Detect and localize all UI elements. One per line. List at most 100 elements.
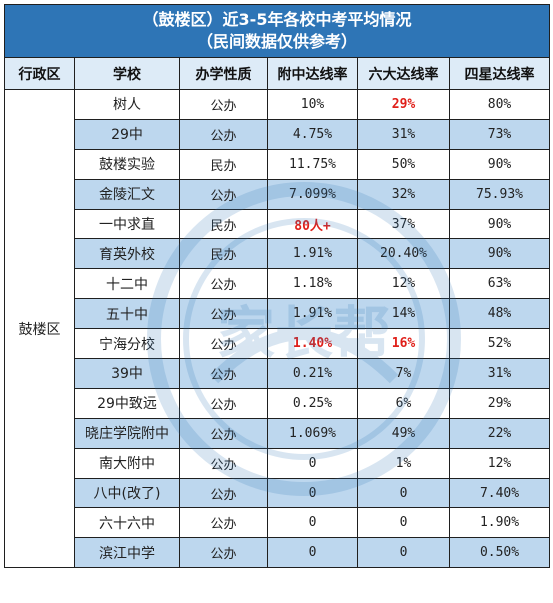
sixing-rate-cell: 52% (448, 328, 551, 360)
fuzhong-rate-cell: 1.91% (267, 298, 358, 330)
header-region: 行政区 (4, 57, 75, 90)
fuzhong-rate-cell: 0 (267, 537, 358, 569)
school-type-cell: 公办 (179, 358, 268, 389)
school-name-cell: 宁海分校 (74, 328, 180, 360)
school-name-cell: 29中 (74, 118, 180, 150)
fuzhong-rate-cell: 7.099% (267, 178, 358, 210)
region-cell: 鼓楼区 (4, 88, 75, 569)
liuda-rate-cell: 1% (357, 447, 450, 479)
sixing-rate-cell: 63% (448, 268, 551, 300)
school-name-cell: 树人 (74, 89, 180, 120)
sixing-rate-cell: 7.40% (448, 477, 551, 509)
fuzhong-rate-cell: 0 (267, 507, 358, 539)
header-school: 学校 (74, 57, 180, 90)
school-type-cell: 公办 (179, 118, 268, 150)
liuda-rate-cell: 49% (357, 417, 450, 449)
title-line-2: （民间数据仅供参考） (197, 32, 358, 51)
liuda-rate-cell: 0 (357, 477, 450, 509)
header-liuda-rate: 六大达线率 (357, 57, 450, 90)
school-type-cell: 公办 (179, 507, 268, 539)
liuda-rate-cell: 31% (357, 118, 450, 150)
school-type-cell: 民办 (179, 238, 268, 270)
school-name-cell: 一中求直 (74, 208, 180, 240)
school-name-cell: 29中致远 (74, 387, 180, 419)
school-type-cell: 公办 (179, 268, 268, 300)
table-row: 滨江中学 公办 0 0 0.50% (5, 537, 551, 569)
school-type-cell: 民办 (179, 148, 268, 180)
fuzhong-rate-cell: 10% (267, 89, 358, 120)
fuzhong-rate-cell: 0.25% (267, 387, 358, 419)
liuda-rate-cell: 12% (357, 268, 450, 300)
table-row: 29中致远 公办 0.25% 6% 29% (5, 387, 551, 419)
sixing-rate-cell: 0.50% (448, 537, 551, 569)
school-type-cell: 公办 (179, 537, 268, 569)
school-type-cell: 公办 (179, 417, 268, 449)
school-name-cell: 六十六中 (74, 507, 180, 539)
sixing-rate-cell: 90% (448, 148, 551, 180)
school-type-cell: 民办 (179, 208, 268, 240)
sixing-rate-cell: 80% (448, 89, 551, 120)
fuzhong-rate-cell: 1.40% (267, 328, 358, 360)
sixing-rate-cell: 12% (448, 447, 551, 479)
fuzhong-rate-cell: 1.91% (267, 238, 358, 270)
school-name-cell: 晓庄学院附中 (74, 417, 180, 449)
table-container: （鼓楼区）近3-5年各校中考平均情况 （民间数据仅供参考） 行政区 学校 办学性… (3, 4, 551, 599)
school-name-cell: 39中 (74, 358, 180, 389)
table-row: 八中(改了) 公办 0 0 7.40% (5, 477, 551, 509)
liuda-rate-cell: 6% (357, 387, 450, 419)
fuzhong-rate-cell: 1.18% (267, 268, 358, 300)
liuda-rate-cell: 16% (357, 328, 450, 360)
table-title: （鼓楼区）近3-5年各校中考平均情况 （民间数据仅供参考） (3, 4, 551, 58)
fuzhong-rate-cell: 11.75% (267, 148, 358, 180)
table-row: 十二中 公办 1.18% 12% 63% (5, 268, 551, 300)
school-type-cell: 公办 (179, 447, 268, 479)
sixing-rate-cell: 90% (448, 238, 551, 270)
table-row: 鼓楼实验 民办 11.75% 50% 90% (5, 148, 551, 180)
school-type-cell: 公办 (179, 328, 268, 360)
school-type-cell: 公办 (179, 298, 268, 330)
school-name-cell: 鼓楼实验 (74, 148, 180, 180)
liuda-rate-cell: 50% (357, 148, 450, 180)
liuda-rate-cell: 7% (357, 358, 450, 389)
school-name-cell: 滨江中学 (74, 537, 180, 569)
table-row: 育英外校 民办 1.91% 20.40% 90% (5, 238, 551, 270)
sixing-rate-cell: 73% (448, 118, 551, 150)
fuzhong-rate-cell: 4.75% (267, 118, 358, 150)
table-row: 39中 公办 0.21% 7% 31% (5, 358, 551, 389)
sixing-rate-cell: 90% (448, 208, 551, 240)
liuda-rate-cell: 0 (357, 507, 450, 539)
fuzhong-rate-cell: 0.21% (267, 358, 358, 389)
fuzhong-rate-cell: 80人+ (267, 208, 358, 240)
table-row: 一中求直 民办 80人+ 37% 90% (5, 208, 551, 240)
school-type-cell: 公办 (179, 477, 268, 509)
liuda-rate-cell: 20.40% (357, 238, 450, 270)
school-type-cell: 公办 (179, 178, 268, 210)
school-name-cell: 金陵汇文 (74, 178, 180, 210)
sixing-rate-cell: 75.93% (448, 178, 551, 210)
school-stats-table: （鼓楼区）近3-5年各校中考平均情况 （民间数据仅供参考） 行政区 学校 办学性… (3, 4, 551, 569)
school-type-cell: 公办 (179, 387, 268, 419)
fuzhong-rate-cell: 1.069% (267, 417, 358, 449)
header-row: 行政区 学校 办学性质 附中达线率 六大达线率 四星达线率 (4, 57, 551, 90)
header-fuzhong-rate: 附中达线率 (267, 57, 358, 90)
school-type-cell: 公办 (179, 89, 268, 120)
sixing-rate-cell: 31% (448, 358, 551, 389)
fuzhong-rate-cell: 0 (267, 477, 358, 509)
table-row: 五十中 公办 1.91% 14% 48% (5, 298, 551, 330)
title-row: （鼓楼区）近3-5年各校中考平均情况 （民间数据仅供参考） (3, 4, 551, 58)
table-row: 鼓楼区 树人 公办 10% 29% 80% (4, 88, 551, 569)
liuda-rate-cell: 32% (357, 178, 450, 210)
school-name-cell: 八中(改了) (74, 477, 180, 509)
header-sixing-rate: 四星达线率 (448, 57, 551, 90)
school-name-cell: 五十中 (74, 298, 180, 330)
table-row: 六十六中 公办 0 0 1.90% (5, 507, 551, 539)
table-row: 晓庄学院附中 公办 1.069% 49% 22% (5, 417, 551, 449)
sixing-rate-cell: 1.90% (448, 507, 551, 539)
fuzhong-rate-cell: 0 (267, 447, 358, 479)
header-type: 办学性质 (179, 57, 268, 90)
table-row: 南大附中 公办 0 1% 12% (5, 447, 551, 479)
title-line-1: （鼓楼区）近3-5年各校中考平均情况 (142, 10, 412, 29)
liuda-rate-cell: 14% (357, 298, 450, 330)
liuda-rate-cell: 0 (357, 537, 450, 569)
table-row: 29中 公办 4.75% 31% 73% (5, 118, 551, 150)
